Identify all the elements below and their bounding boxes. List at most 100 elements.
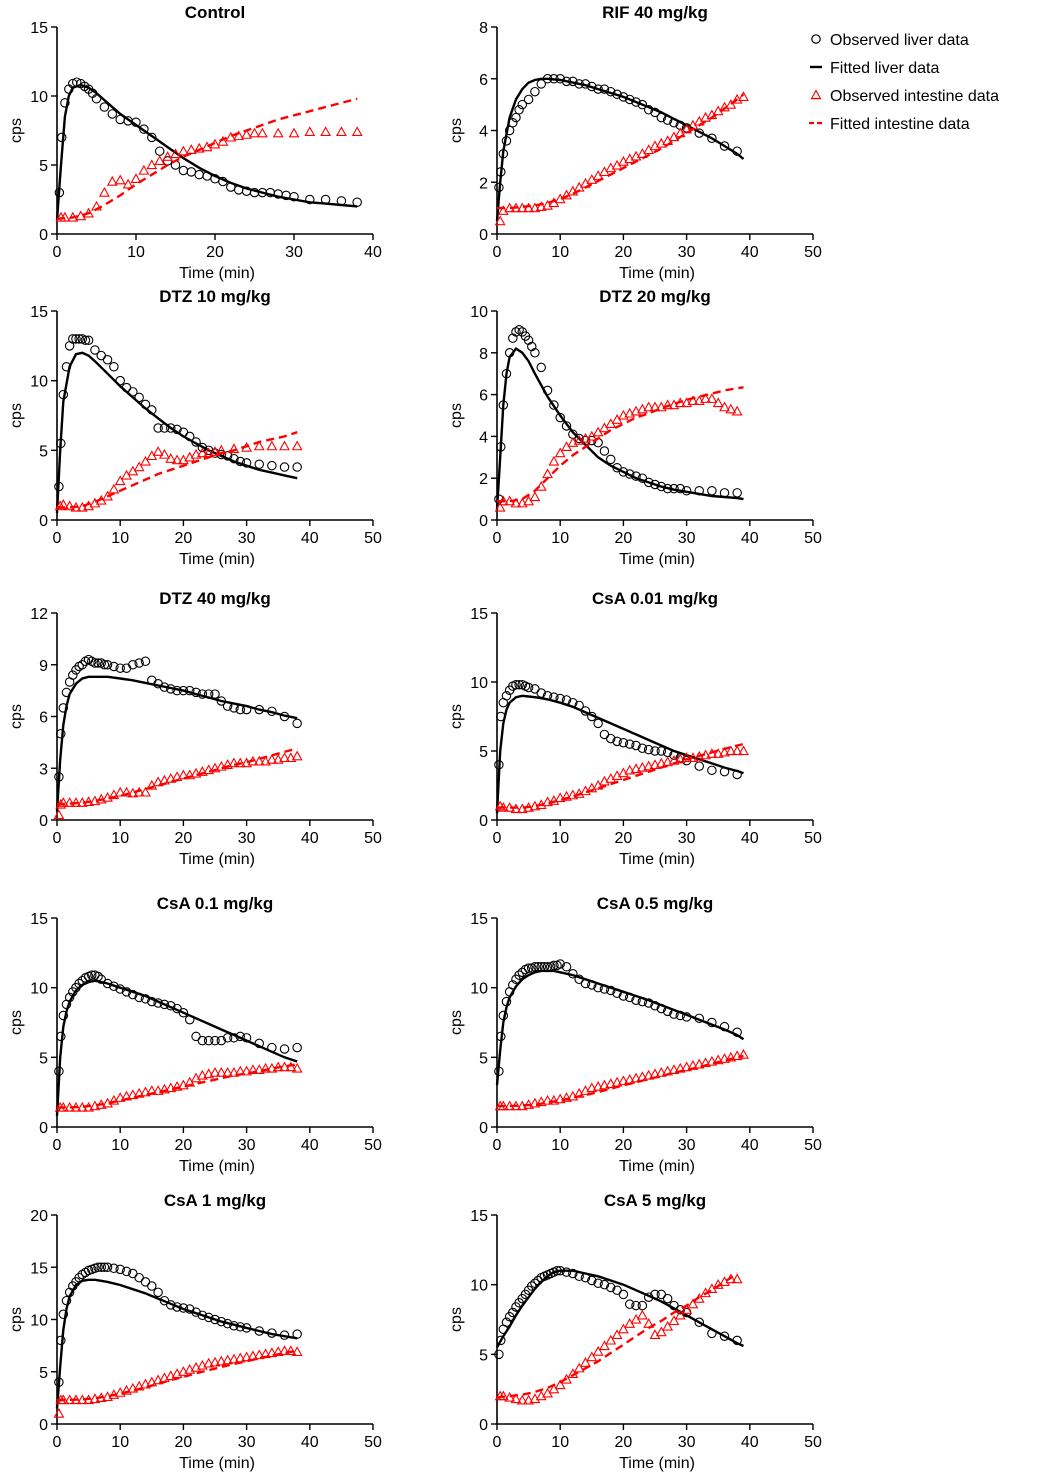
observed-liver-point [561,1267,572,1277]
observed-intestine-point [98,186,110,197]
observed-intestine-point [636,761,648,772]
observed-intestine-point [725,1051,737,1062]
observed-intestine-point [196,1359,208,1370]
observed-intestine-point [241,129,253,139]
observed-intestine-point [554,792,566,803]
x-axis-label: Time (min) [619,551,695,568]
x-axis-label: Time (min) [179,265,255,282]
observed-liver-point [102,1262,113,1273]
observed-intestine-point [114,174,126,185]
observed-intestine-point [122,178,134,189]
observed-liver-point [107,109,118,119]
observed-intestine-point [127,1089,139,1100]
observed-liver-point [115,663,125,673]
observed-intestine-point [529,202,541,213]
x-tick-label: 0 [493,1434,502,1451]
observed-liver-point [77,659,88,670]
observed-intestine-point [266,753,278,764]
observed-intestine-point [731,405,743,416]
observed-liver-point [80,335,91,346]
y-tick-label: 10 [470,675,488,692]
x-axis-label: Time (min) [619,851,695,868]
observed-intestine-point [152,446,164,456]
observed-intestine-point [165,1082,177,1093]
observed-intestine-point [706,748,718,758]
observed-liver-point [504,125,515,136]
fitted-liver-line [55,979,298,1116]
y-tick-label: 10 [30,981,48,998]
observed-intestine-point [53,809,65,819]
observed-liver-point [197,1310,208,1321]
x-tick-label: 10 [111,530,129,547]
y-axis-label: cps [8,118,25,143]
x-tick-label: 30 [238,530,256,547]
observed-intestine-point [140,1378,151,1389]
chart-panel: CsA 0.01 mg/kg 0 5 10 15 0 10 20 30 40 50 Time (min… [448,589,822,868]
y-tick-label: 8 [479,346,488,363]
fitted-intestine-line [56,747,298,806]
observed-intestine-point [592,1345,604,1356]
observed-intestine-point [140,1086,151,1097]
observed-liver-point [536,362,546,373]
observed-intestine-point [542,468,553,479]
x-tick-label: 50 [364,1434,382,1451]
observed-liver-point [352,197,362,208]
y-tick-label: 0 [479,1120,488,1137]
fitted-intestine-line [496,1272,738,1399]
observed-intestine-point [185,144,197,154]
observed-intestine-point [706,393,718,403]
observed-intestine-point [285,752,297,763]
y-tick-label: 5 [479,1347,488,1364]
observed-intestine-point [196,766,208,776]
observed-intestine-point [215,1067,227,1077]
observed-liver-point [624,1299,635,1309]
fitted-intestine-line [57,1349,298,1402]
observed-intestine-point [586,1351,598,1362]
observed-liver-point [210,689,220,699]
fitted-intestine-line [57,431,298,509]
fitted-intestine-line [57,1063,298,1109]
y-tick-label: 12 [30,606,48,623]
y-axis-label: cps [8,704,25,729]
observed-liver-point [593,84,603,94]
y-tick-label: 2 [479,471,488,488]
y-tick-label: 8 [479,20,488,37]
observed-intestine-point [114,475,126,486]
observed-intestine-point [681,397,693,408]
observed-intestine-point [170,148,181,159]
observed-liver-point [501,691,512,701]
chart-title: DTZ 20 mg/kg [599,287,710,306]
observed-liver-point [662,1293,673,1304]
y-tick-label: 4 [479,429,488,446]
observed-intestine-point [681,1061,693,1072]
y-tick-label: 6 [479,388,488,405]
observed-liver-point [93,1262,103,1273]
observed-intestine-point [138,164,150,175]
observed-liver-point [241,458,252,468]
observed-intestine-point [203,764,215,775]
x-tick-label: 50 [804,244,822,261]
observed-liver-point [134,1272,144,1283]
y-tick-label: 20 [30,1208,48,1225]
y-tick-label: 0 [479,513,488,530]
observed-intestine-point [228,757,240,768]
observed-intestine-point [580,432,591,443]
observed-liver-point [96,350,106,361]
observed-intestine-point [674,1309,686,1320]
y-tick-label: 15 [470,1208,488,1225]
x-tick-label: 20 [615,530,633,547]
observed-intestine-point [146,159,158,170]
observed-liver-point [549,400,559,410]
x-tick-label: 20 [175,830,193,847]
observed-intestine-point [494,215,506,226]
chart-title: CsA 5 mg/kg [604,1191,706,1210]
observed-intestine-point [222,759,234,769]
observed-intestine-point [256,127,268,138]
y-tick-label: 3 [39,761,48,778]
x-tick-label: 50 [364,830,382,847]
legend-triangle-marker [810,89,822,100]
observed-liver-point [694,761,704,771]
x-tick-label: 40 [301,1434,319,1451]
observed-liver-point [631,740,641,751]
y-tick-label: 10 [470,304,488,321]
